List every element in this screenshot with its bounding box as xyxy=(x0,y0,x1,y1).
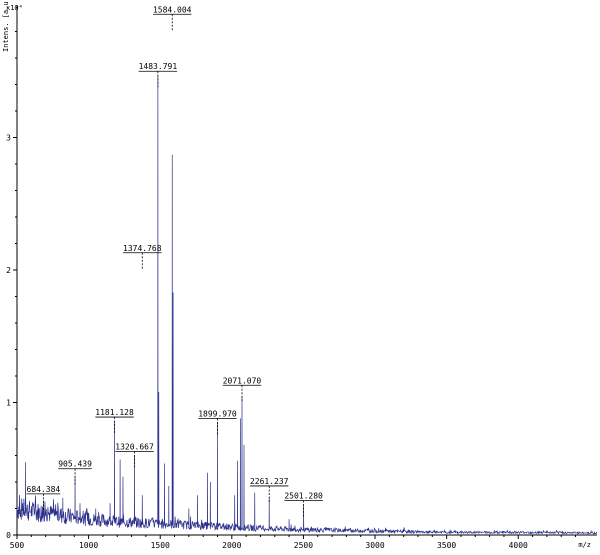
spectrum-trace xyxy=(16,75,598,535)
peak-label: 905.439 xyxy=(58,460,92,469)
peak-annotations: 1584.004 1483.791 1374.768 2071.070 1181.128… xyxy=(27,5,323,517)
peak-label: 1320.667 xyxy=(115,443,154,452)
y-tick-label: 3 xyxy=(6,134,11,143)
y-axis-exponent: x10⁴ xyxy=(6,4,23,12)
peak-label: 1181.128 xyxy=(95,408,134,417)
x-tick-label: 2000 xyxy=(222,541,241,550)
peak-label: 2261.237 xyxy=(250,477,289,486)
peak-annotation: 2501.280 xyxy=(284,492,323,517)
peak-annotation: 684.384 xyxy=(27,485,61,510)
y-axis-label: Intens. [a.u.] xyxy=(2,0,10,52)
peak-annotation: 1483.791 xyxy=(139,62,178,88)
peak-label: 684.384 xyxy=(27,485,61,494)
peak-annotation: 1584.004 xyxy=(153,5,192,31)
peak-annotation: 1320.667 xyxy=(115,443,154,468)
peak-label: 2501.280 xyxy=(284,492,323,501)
peak-annotation: 1899.970 xyxy=(198,409,237,435)
x-tick-label: 4000 xyxy=(509,541,528,550)
x-tick-label: 3000 xyxy=(365,541,384,550)
peak-label: 1483.791 xyxy=(139,62,178,71)
peak-label: 1374.768 xyxy=(123,244,162,253)
peak-annotation: 905.439 xyxy=(58,460,92,485)
x-tick-label: 500 xyxy=(10,541,25,550)
x-axis-label: m/z xyxy=(578,541,591,549)
axes xyxy=(16,5,597,536)
y-ticks: 0 1 2 3 xyxy=(6,31,17,540)
x-ticks: 500 1000 1500 2000 2500 3000 3500 4000 xyxy=(10,535,577,550)
peak-annotation: 2071.070 xyxy=(223,376,262,402)
peak-label: 1584.004 xyxy=(153,5,192,14)
peak-annotation: 1181.128 xyxy=(95,408,134,434)
peak-annotation: 2261.237 xyxy=(250,477,289,502)
peak-annotation: 1374.768 xyxy=(123,244,162,269)
y-tick-label: 0 xyxy=(6,531,11,540)
peak-label: 1899.970 xyxy=(198,409,237,418)
x-tick-label: 1500 xyxy=(151,541,170,550)
peak-label: 2071.070 xyxy=(223,376,262,385)
y-tick-label: 2 xyxy=(6,266,11,275)
y-tick-label: 1 xyxy=(6,399,11,408)
x-tick-label: 3500 xyxy=(437,541,456,550)
x-tick-label: 2500 xyxy=(294,541,313,550)
x-tick-label: 1000 xyxy=(79,541,98,550)
